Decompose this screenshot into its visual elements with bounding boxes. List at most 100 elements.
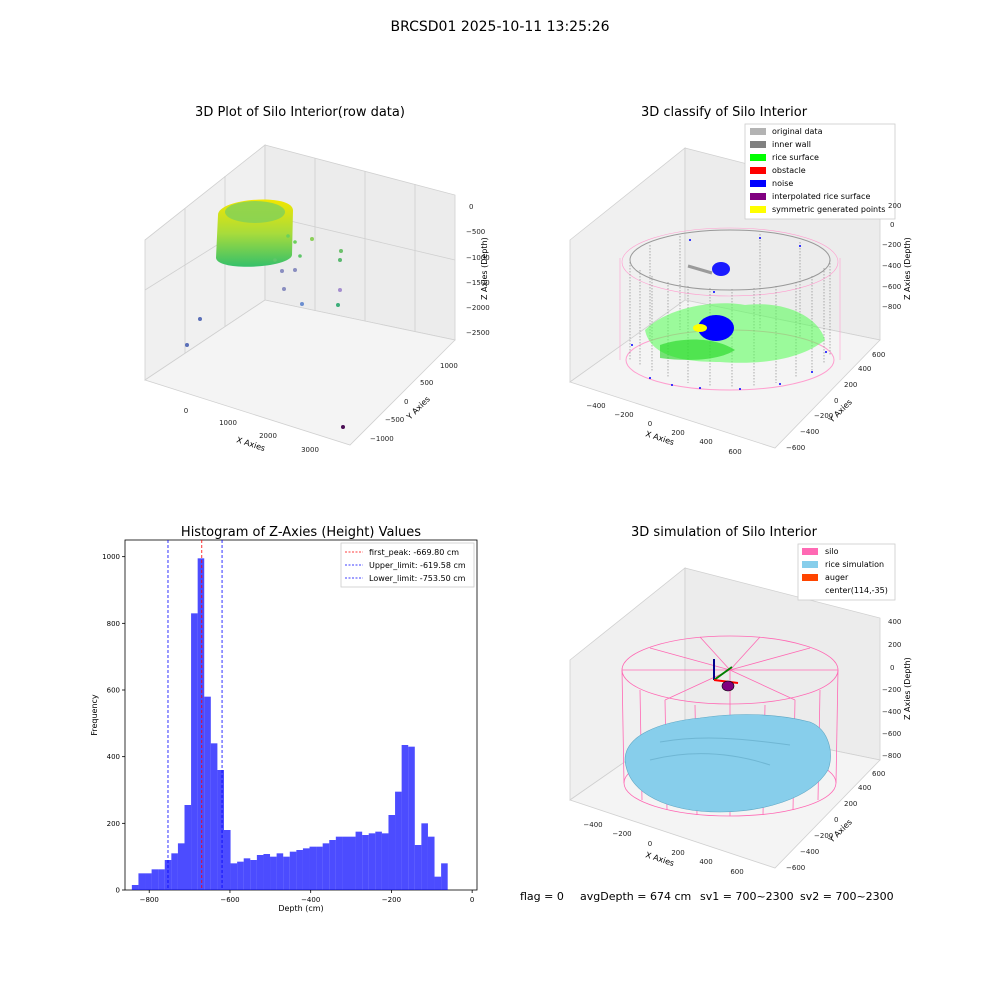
svg-text:−600: −600 [882,730,901,738]
status-sv1: sv1 = 700~2300 [700,890,794,903]
histogram-reference-lines [167,540,223,890]
svg-text:−200: −200 [814,412,833,420]
svg-text:0: 0 [648,840,652,848]
svg-text:600: 600 [872,770,885,778]
histogram-bar [368,833,376,890]
histogram-bar [197,558,205,890]
svg-text:−400: −400 [583,821,602,829]
legend-entry-rice-surface: rice surface [750,153,819,162]
simulation-legend: silo rice simulation auger center(114,-3… [797,543,896,601]
raw-panel-title: 3D Plot of Silo Interior(row data) [195,105,405,120]
svg-text:−500: −500 [466,228,485,236]
histogram-bar [316,846,323,890]
svg-text:200: 200 [888,202,901,210]
svg-text:200: 200 [888,641,901,649]
legend-entry-rice-simulation: rice simulation [802,560,884,569]
raw-point-cloud [185,199,345,429]
status-sv2: sv2 = 700~2300 [800,890,894,903]
classify-3d-panel: 3D classify of Silo Interior [569,105,912,456]
svg-text:200: 200 [844,800,857,808]
raw-zlabel: Z Axies (Depth) [480,237,489,300]
classify-noise-dots [631,237,827,390]
svg-text:0: 0 [648,420,652,428]
svg-text:0: 0 [890,664,894,672]
legend-entry-original-data: original data [750,127,823,136]
histogram-bar [355,831,363,890]
histogram-xlabel: Depth (cm) [278,904,323,913]
histogram-bar [283,856,290,890]
histogram-bar [348,836,356,890]
svg-text:0: 0 [116,887,120,895]
histogram-bar [421,823,428,890]
histogram-x-ticks: −800 −600 −400 −200 0 [140,890,474,904]
svg-text:400: 400 [699,858,712,866]
histogram-bar [434,876,442,890]
svg-text:first_peak: -669.80 cm: first_peak: -669.80 cm [369,548,459,557]
svg-text:Lower_limit: -753.50 cm: Lower_limit: -753.50 cm [369,574,466,583]
svg-text:−800: −800 [882,752,901,760]
raw-3d-axes-box [144,144,456,446]
histogram-y-tick: 400 [107,753,125,761]
legend-entry-obstacle: obstacle [750,166,806,175]
svg-text:800: 800 [107,620,120,628]
histogram-bar [138,873,146,890]
svg-text:rice surface: rice surface [772,153,819,162]
histogram-ylabel: Frequency [90,694,99,736]
svg-text:0: 0 [890,221,894,229]
svg-text:−400: −400 [800,848,819,856]
svg-text:−200: −200 [382,896,401,904]
histogram-bar [329,840,336,890]
histogram-bar [230,863,238,890]
histogram-legend: first_peak: -669.80 cm Upper_limit: -619… [340,542,475,588]
histogram-bar [145,873,152,890]
histogram-bar [395,791,402,890]
svg-text:2000: 2000 [259,432,277,440]
svg-text:0: 0 [470,896,474,904]
classify-zlabel: Z Axies (Depth) [903,237,912,300]
svg-text:0: 0 [184,407,188,415]
histogram-x-tick: −800 [140,890,159,904]
svg-text:−1000: −1000 [466,254,490,262]
histogram-bar [237,861,244,890]
svg-text:−500: −500 [385,416,404,424]
svg-text:200: 200 [671,429,684,437]
histogram-bar [289,851,297,890]
svg-text:−600: −600 [786,864,805,872]
histogram-y-tick: 600 [107,687,125,695]
svg-text:400: 400 [858,784,871,792]
classify-rice-surface [645,262,825,363]
histogram-bar [362,835,369,890]
svg-text:original data: original data [772,127,823,136]
svg-text:0: 0 [404,398,408,406]
raw-data-3d-panel: 3D Plot of Silo Interior(row data) 0 100… [144,105,490,454]
svg-text:auger: auger [825,573,849,582]
histogram-bar [381,833,389,890]
svg-text:3000: 3000 [301,446,319,454]
histogram-bar [158,869,165,890]
svg-text:200: 200 [671,849,684,857]
svg-text:500: 500 [420,379,433,387]
svg-text:400: 400 [699,438,712,446]
histogram-bar [243,858,251,890]
classify-legend: original data inner wall rice surface ob… [744,123,896,220]
histogram-bar [427,836,435,890]
svg-text:inner wall: inner wall [772,140,811,149]
svg-text:obstacle: obstacle [772,166,806,175]
histogram-bar [177,843,185,890]
legend-entry-inner-wall: inner wall [750,140,811,149]
histogram-x-tick: −400 [301,890,320,904]
svg-text:−400: −400 [882,262,901,270]
svg-text:rice simulation: rice simulation [825,560,884,569]
legend-entry-first-peak: first_peak: -669.80 cm [345,548,459,557]
svg-text:−400: −400 [586,402,605,410]
histogram-bar [309,846,317,890]
histogram-y-tick: 1000 [102,553,125,561]
classify-axis-ticks: −400 −200 0 200 400 600 −600 −400 −200 0… [586,202,901,456]
svg-text:−1000: −1000 [370,435,394,443]
histogram-x-tick: −600 [220,890,240,904]
simulation-zlabel: Z Axies (Depth) [903,657,912,720]
svg-text:Upper_limit: -619.58 cm: Upper_limit: -619.58 cm [369,561,466,570]
status-line: flag = 0 avgDepth = 674 cm sv1 = 700~230… [520,890,894,903]
histogram-bar [401,745,409,890]
svg-text:−800: −800 [140,896,159,904]
